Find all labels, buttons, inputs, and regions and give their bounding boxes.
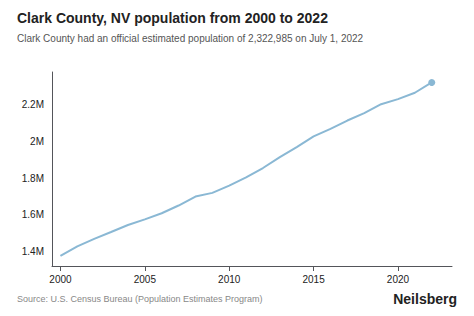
svg-text:2005: 2005 <box>134 274 157 285</box>
svg-text:Source: U.S. Census Bureau (Po: Source: U.S. Census Bureau (Population E… <box>17 294 263 304</box>
svg-text:Neilsberg: Neilsberg <box>393 291 457 307</box>
svg-text:1.4M: 1.4M <box>22 246 44 257</box>
svg-text:2.2M: 2.2M <box>22 99 44 110</box>
svg-text:1.8M: 1.8M <box>22 173 44 184</box>
svg-text:Clark County had an official e: Clark County had an official estimated p… <box>17 33 364 44</box>
svg-text:Clark County, NV population fr: Clark County, NV population from 2000 to… <box>17 10 328 26</box>
svg-text:2015: 2015 <box>302 274 325 285</box>
svg-text:2020: 2020 <box>387 274 410 285</box>
svg-text:2M: 2M <box>30 136 44 147</box>
svg-text:2010: 2010 <box>218 274 241 285</box>
svg-text:1.6M: 1.6M <box>22 209 44 220</box>
svg-text:2000: 2000 <box>49 274 72 285</box>
